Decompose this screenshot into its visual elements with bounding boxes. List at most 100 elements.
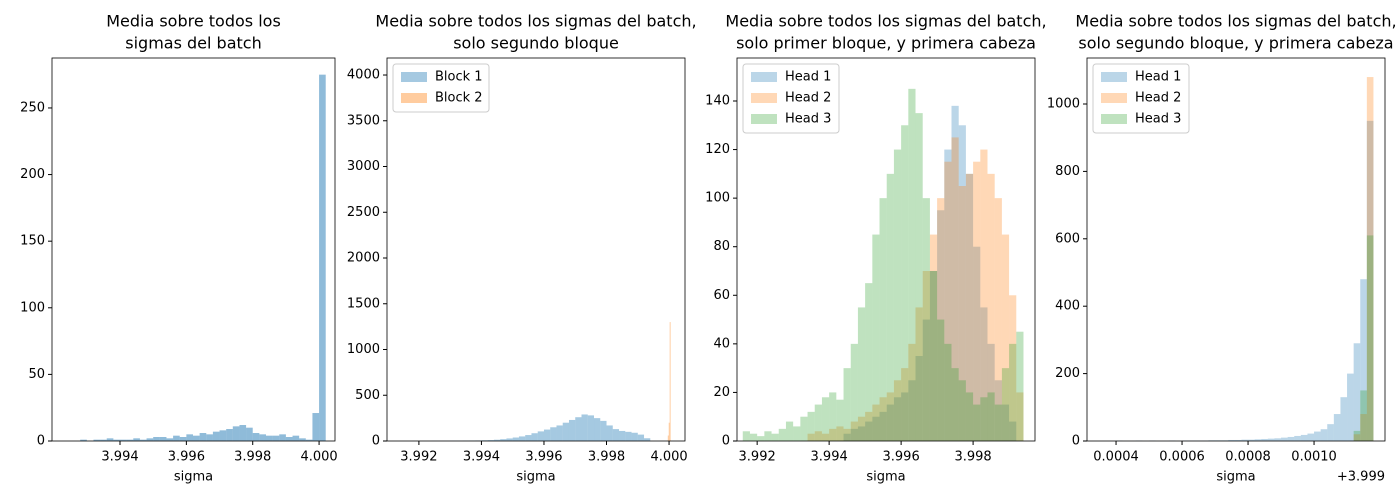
histogram-bar	[179, 437, 187, 441]
histogram-bar	[893, 380, 902, 441]
histogram-bar	[886, 173, 894, 442]
histogram-bar	[857, 416, 866, 441]
histogram-bar	[836, 426, 844, 441]
histogram-bar	[1016, 331, 1024, 441]
histogram-bar	[879, 397, 887, 441]
legend-box	[1092, 63, 1190, 134]
histogram-bar	[120, 439, 127, 441]
histogram-bar	[93, 439, 101, 441]
legend-label: Head 2	[1135, 91, 1181, 106]
y-tick-label: 3500	[347, 113, 380, 128]
y-tick-label: 800	[1055, 164, 1080, 179]
legend-label: Head 1	[785, 70, 831, 85]
histogram-bar	[901, 368, 909, 441]
histogram-bar	[865, 283, 873, 441]
histogram-bar	[506, 438, 513, 441]
histogram-bar	[757, 436, 765, 441]
histogram-bar	[493, 439, 501, 441]
histogram-bar	[1234, 439, 1242, 441]
histogram-bar	[929, 234, 938, 441]
plot-area	[80, 74, 326, 442]
subplot-title: Media sobre todos los sigmas del batch,	[375, 12, 696, 31]
y-tick-label: 2000	[347, 251, 380, 266]
histogram-bar	[305, 439, 313, 441]
histogram-bar	[1353, 343, 1361, 441]
x-tick-label: 4.000	[650, 450, 687, 465]
histogram-bar	[1366, 235, 1374, 441]
y-tick-label: 1500	[347, 296, 380, 311]
histogram-bar	[1333, 414, 1341, 441]
legend-label: Block 1	[435, 70, 483, 85]
histogram-bar	[562, 422, 569, 441]
subplot-title: Media sobre todos los	[106, 12, 281, 31]
y-tick-label: 1000	[347, 342, 380, 357]
histogram-bar	[1254, 439, 1262, 441]
axes-frame	[1086, 57, 1386, 442]
x-axis-label: sigma	[1216, 470, 1255, 485]
histogram-bar	[908, 343, 916, 441]
histogram-bar	[915, 355, 923, 441]
histogram-bar	[159, 437, 167, 441]
histogram-bar	[893, 149, 902, 442]
legend-swatch	[751, 93, 777, 103]
histogram-bar	[951, 368, 959, 441]
x-tick-label: 3.994	[463, 450, 500, 465]
histogram-bar	[1287, 436, 1295, 441]
histogram-bar	[1360, 390, 1367, 441]
histogram-bar	[793, 426, 801, 441]
y-tick-label: 4000	[347, 68, 380, 83]
plot-area	[412, 322, 671, 441]
histogram-bar	[1281, 437, 1288, 441]
histogram-bar	[951, 105, 959, 442]
histogram-bar	[965, 173, 974, 442]
y-tick-label: 50	[28, 367, 45, 382]
histogram-bar	[901, 125, 909, 442]
histogram-bar	[973, 161, 981, 442]
legend-swatch	[751, 114, 777, 124]
histogram-bar	[922, 270, 930, 441]
histogram-bar	[1366, 77, 1374, 442]
histogram-bar	[893, 397, 902, 441]
histogram-bar	[600, 420, 607, 441]
histogram-bar	[644, 438, 651, 441]
histogram-bar	[800, 416, 808, 441]
y-tick-label: 0	[722, 434, 730, 449]
histogram-bar	[865, 421, 873, 441]
histogram-bar	[619, 430, 626, 441]
histogram-bar	[1294, 435, 1301, 441]
histogram-bar	[193, 435, 200, 441]
x-tick-label: 3.996	[883, 450, 920, 465]
y-tick-label: 140	[705, 93, 730, 108]
histogram-bar	[637, 434, 645, 441]
x-tick-label: 3.992	[739, 450, 776, 465]
y-tick-label: 20	[713, 385, 730, 400]
histogram-bar	[980, 307, 988, 441]
histogram-bar	[173, 435, 180, 441]
legend-swatch	[1101, 93, 1127, 103]
subplot-title: Media sobre todos los sigmas del batch,	[725, 12, 1046, 31]
histogram-bar	[512, 437, 519, 441]
x-tick-label: 0.0010	[1291, 450, 1337, 465]
histogram-bar	[951, 137, 959, 442]
subplot-title: sigmas del batch	[125, 34, 261, 53]
y-tick-label: 1000	[1047, 97, 1080, 112]
histogram-bar	[319, 74, 326, 442]
legend-label: Block 2	[435, 91, 483, 106]
histogram-bar	[771, 433, 779, 441]
histogram-bar	[850, 343, 858, 441]
histogram-bar	[865, 411, 873, 441]
histogram-bar	[587, 415, 595, 441]
subplot-title: solo primer bloque, y primera cabeza	[736, 34, 1036, 53]
histogram-bar	[1009, 295, 1017, 441]
x-tick-label: 0.0008	[1225, 450, 1271, 465]
histogram-bar	[166, 438, 174, 441]
x-tick-label: 3.996	[525, 450, 562, 465]
histogram-bar	[857, 307, 866, 441]
y-tick-label: 0	[1072, 434, 1080, 449]
histogram-bar	[1340, 397, 1348, 441]
y-tick-label: 100	[20, 300, 45, 315]
x-tick-label: 4.000	[300, 450, 337, 465]
x-tick-label: 3.998	[234, 450, 271, 465]
x-tick-label: 3.996	[168, 450, 205, 465]
